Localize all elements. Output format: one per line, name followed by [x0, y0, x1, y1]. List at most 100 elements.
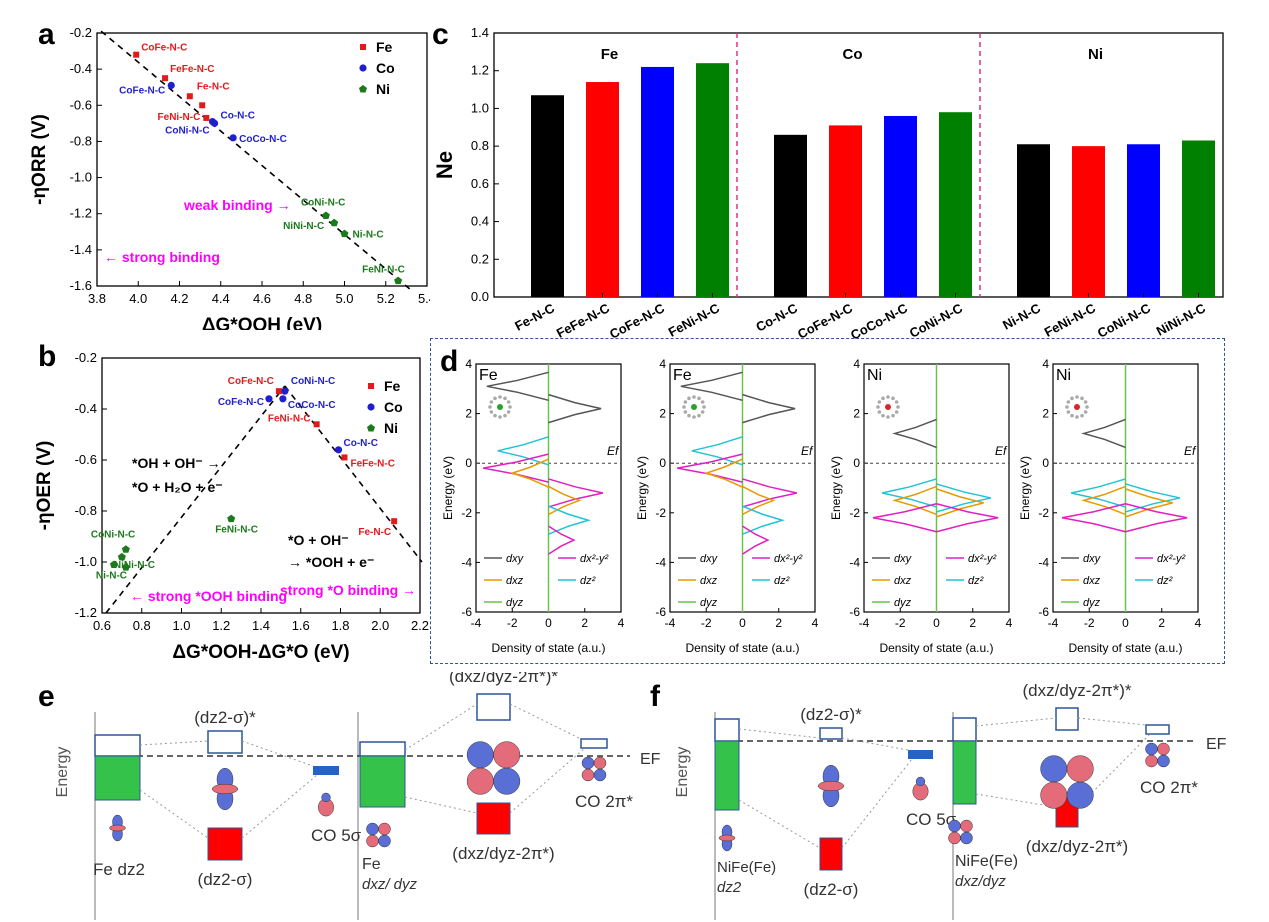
co-level [908, 750, 933, 759]
co-label: CO 2π* [1140, 778, 1198, 797]
atom-c [881, 396, 885, 401]
bonding-label: (dxz/dyz-2π*) [452, 844, 554, 863]
y-tick-label: 1.4 [471, 25, 489, 40]
y-tick-label: -4 [461, 555, 472, 569]
x-tick-label: 3.8 [88, 291, 106, 306]
atom-metal [1074, 404, 1080, 410]
atom-c [700, 400, 705, 404]
legend-label: Fe [376, 39, 393, 55]
legend-label: dyz [1083, 597, 1101, 609]
bonding-label: (dz2-σ) [198, 870, 253, 889]
y-axis-label: Energy (eV) [441, 456, 455, 520]
antibonding-label: (dxz/dyz-2π*)* [1022, 681, 1131, 700]
annotation: *O + OH⁻ [288, 532, 349, 548]
metal-filled-band [359, 755, 406, 808]
dos-curve [548, 525, 576, 555]
y-tick-label: 0 [465, 456, 472, 470]
ring [211, 783, 239, 795]
legend-label: dxz [894, 575, 912, 587]
dos-curve [691, 436, 743, 466]
x-tick-label: 4.2 [170, 291, 188, 306]
data-point-co [265, 395, 273, 403]
group-label: Co [843, 46, 863, 63]
lobe [493, 741, 521, 769]
legend-label: dxy [894, 553, 913, 565]
atom-c [891, 413, 895, 418]
x-tick-label: 4 [1195, 616, 1202, 630]
y-tick-label: -0.2 [75, 350, 97, 365]
point-label: FeNi-N-C [158, 112, 201, 123]
atom-c [896, 405, 900, 409]
y-tick-label: -0.4 [70, 61, 92, 76]
energy-label: Energy [674, 747, 691, 798]
dos-curve [548, 478, 604, 508]
atom-c [687, 396, 691, 401]
x-tick-label: Ni-N-C [1000, 300, 1043, 333]
x-tick-label: FeNi-N-C [666, 300, 723, 340]
data-point-fe [186, 93, 193, 100]
lobe [321, 792, 331, 803]
ring [109, 824, 126, 832]
atom-c [489, 400, 494, 404]
connector [509, 703, 582, 740]
data-point-co [279, 395, 287, 403]
atom-c [702, 405, 706, 409]
connector [1077, 717, 1147, 726]
metal-label: NiFe(Fe) [955, 853, 1018, 870]
lobe [378, 822, 391, 836]
y-tick-label: -0.6 [70, 97, 92, 112]
element-label: Fe [479, 367, 498, 384]
data-point-co [167, 81, 175, 90]
y-tick-label: 4 [465, 357, 472, 371]
lobe [1157, 754, 1170, 768]
co-orbital-icon [912, 776, 929, 801]
y-axis-label: -ηOER (V) [34, 441, 55, 531]
connector [841, 737, 909, 751]
lobe [1040, 755, 1068, 783]
lobe [1040, 781, 1068, 809]
atom-c [700, 410, 705, 414]
panel-letter-c: c [432, 18, 449, 51]
y-tick-label: -1.2 [70, 206, 92, 221]
atom-metal [497, 404, 503, 410]
dos-curve [936, 503, 999, 533]
fermi-label: Ef [995, 444, 1008, 458]
x-tick-label: 4 [1006, 616, 1013, 630]
lobe [1145, 742, 1158, 756]
antibonding-label: (dxz/dyz-2π*)* [449, 672, 558, 686]
data-point-co [334, 446, 343, 454]
atom-c [886, 395, 890, 399]
molecule-icon [1065, 395, 1089, 419]
connector [404, 796, 478, 814]
data-point-ni [227, 514, 236, 523]
y-axis-label: -ηORR (V) [29, 114, 50, 205]
data-point-ni [394, 276, 403, 285]
lobe [1066, 781, 1094, 809]
connector [975, 793, 1057, 808]
atom-c [508, 405, 512, 409]
y-tick-label: -1.2 [75, 605, 97, 620]
data-point-fe [133, 51, 140, 58]
atom-c [697, 396, 701, 401]
atom-c [506, 400, 511, 404]
y-tick-label: 4 [659, 357, 666, 371]
bonding-level [819, 837, 843, 871]
data-point-co [229, 134, 237, 142]
y-tick-label: -0.4 [75, 401, 97, 416]
y-tick-label: -0.8 [70, 133, 92, 148]
x-axis-label: Density of state (a.u.) [1068, 641, 1182, 655]
point-label: CoNi-N-C [301, 198, 345, 209]
metal-label: NiFe(Fe) [717, 859, 776, 876]
dos-curve [548, 393, 602, 424]
bonding-label: (dz2-σ) [804, 880, 859, 899]
lobe [593, 756, 607, 770]
metal-label: Fe [362, 856, 381, 873]
atom-metal [691, 404, 697, 410]
x-tick-label: 1.0 [172, 618, 190, 633]
y-tick-label: 0 [853, 456, 860, 470]
lobe [466, 767, 494, 795]
metal-label: dz2 [717, 879, 742, 896]
bonding-level [476, 802, 511, 835]
y-tick-label: 1.2 [471, 63, 489, 78]
x-tick-label: -4 [471, 616, 482, 630]
